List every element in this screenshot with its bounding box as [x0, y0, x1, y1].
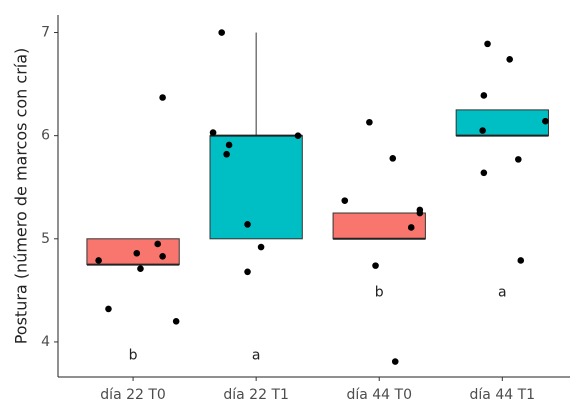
- annotation: a: [252, 347, 261, 363]
- point: [480, 169, 488, 177]
- point: [95, 257, 102, 264]
- y-tick-label: 7: [41, 25, 50, 41]
- y-tick-label: 4: [41, 334, 50, 350]
- point: [244, 221, 251, 228]
- point: [154, 240, 161, 248]
- x-tick-label: día 22 T0: [100, 387, 166, 403]
- annotation: b: [375, 284, 384, 300]
- x-tick-label: día 44 T1: [470, 387, 536, 403]
- point: [479, 127, 486, 134]
- point: [137, 265, 144, 273]
- point: [244, 268, 251, 276]
- point: [159, 253, 166, 260]
- point: [480, 92, 488, 99]
- y-tick-label: 6: [41, 128, 50, 144]
- box: [86, 238, 180, 266]
- point: [341, 197, 349, 204]
- point: [257, 243, 265, 251]
- point: [416, 209, 424, 217]
- point: [517, 257, 525, 264]
- point: [133, 249, 141, 257]
- point: [389, 155, 397, 162]
- point: [209, 129, 217, 136]
- point: [407, 224, 415, 231]
- point: [223, 150, 230, 158]
- point: [366, 118, 373, 126]
- box: [209, 135, 303, 240]
- point: [218, 29, 225, 36]
- y-tick-label: 5: [41, 231, 50, 247]
- annotation: b: [129, 347, 138, 363]
- point: [105, 305, 112, 313]
- point: [172, 318, 180, 325]
- point: [372, 262, 379, 269]
- point: [391, 358, 399, 365]
- x-tick-label: día 44 T0: [346, 387, 412, 403]
- point: [506, 56, 513, 63]
- point: [515, 156, 522, 163]
- y-axis-label: Postura (número de marcos con cría): [12, 48, 31, 345]
- box: [455, 109, 549, 137]
- annotation: a: [498, 284, 507, 300]
- point: [484, 40, 491, 48]
- point: [294, 132, 302, 139]
- point: [159, 94, 166, 101]
- point: [225, 141, 233, 149]
- x-tick-label: día 22 T1: [223, 387, 289, 403]
- point: [542, 117, 549, 125]
